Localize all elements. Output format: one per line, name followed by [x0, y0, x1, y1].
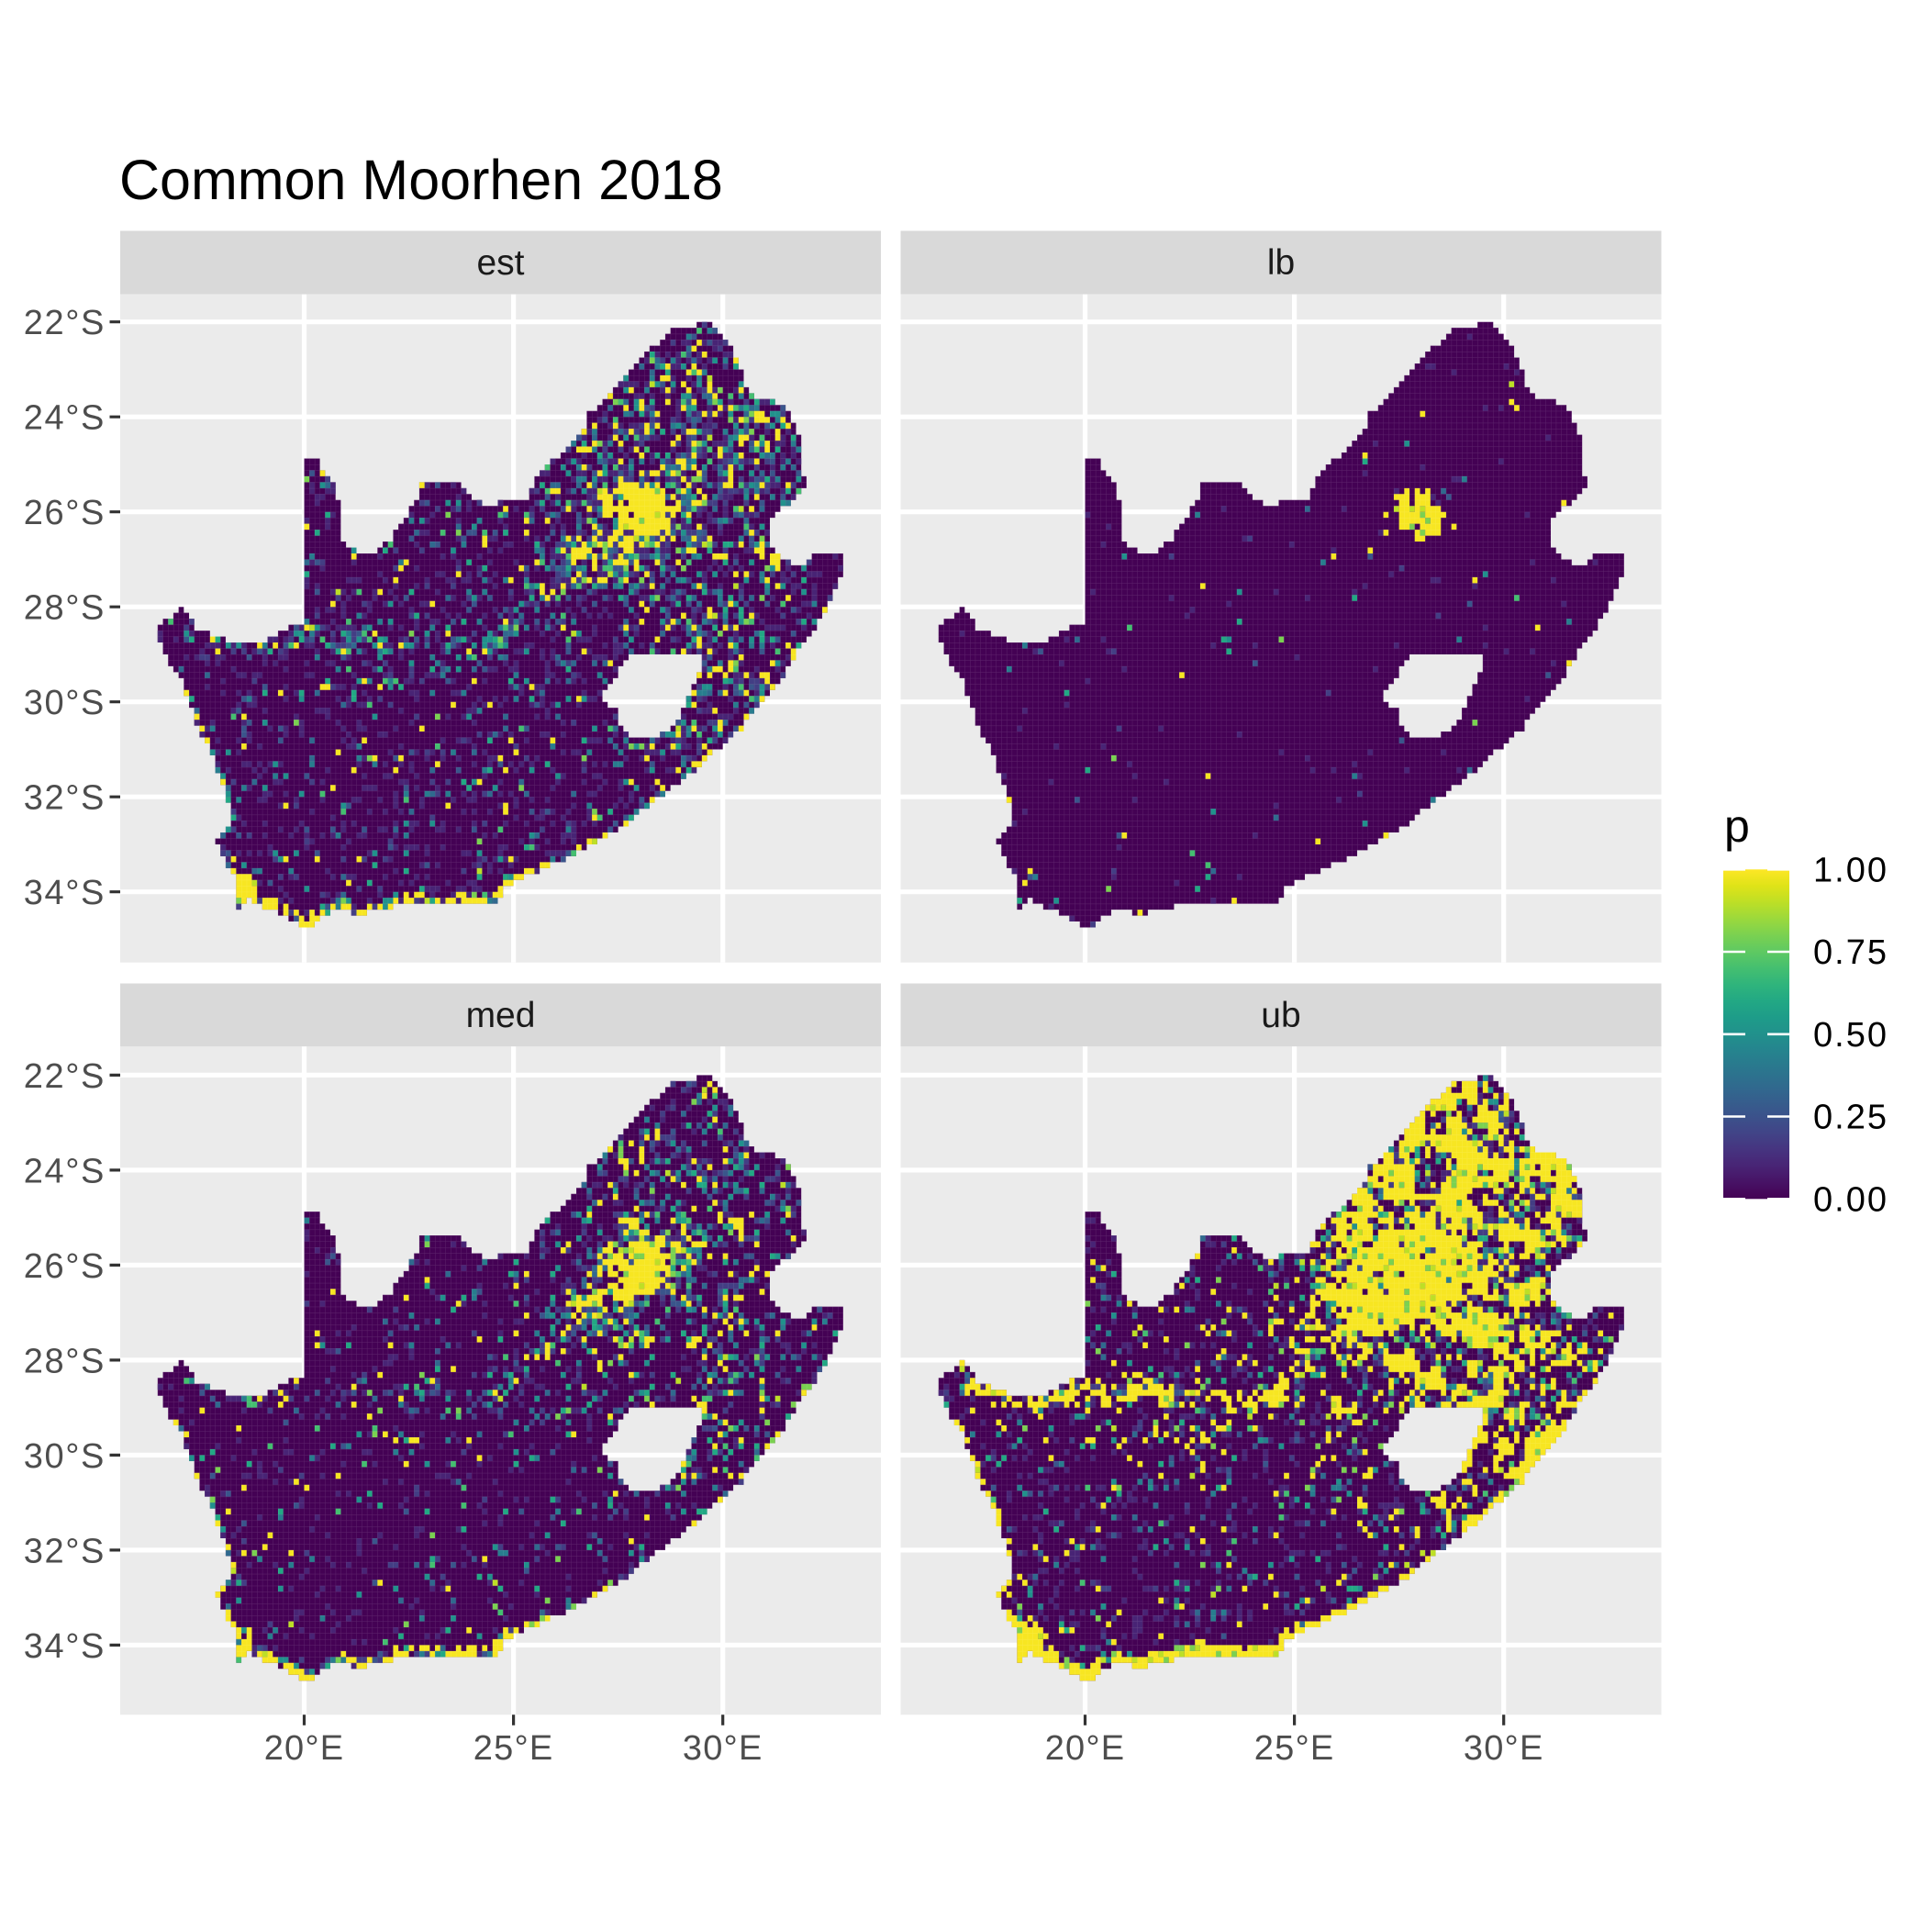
svg-text:30°S: 30°S: [24, 1437, 106, 1476]
svg-text:0.50: 0.50: [1813, 1016, 1888, 1055]
svg-text:34°S: 34°S: [24, 874, 106, 912]
svg-text:est: est: [476, 243, 524, 283]
svg-text:28°S: 28°S: [24, 589, 106, 628]
svg-text:20°E: 20°E: [1045, 1729, 1126, 1768]
svg-text:26°S: 26°S: [24, 494, 106, 532]
svg-text:26°S: 26°S: [24, 1247, 106, 1286]
svg-text:25°E: 25°E: [473, 1729, 554, 1768]
svg-text:30°E: 30°E: [683, 1729, 763, 1768]
svg-text:25°E: 25°E: [1254, 1729, 1335, 1768]
svg-text:30°S: 30°S: [24, 684, 106, 722]
svg-text:24°S: 24°S: [24, 1152, 106, 1190]
svg-text:30°E: 30°E: [1464, 1729, 1544, 1768]
svg-text:0.25: 0.25: [1813, 1099, 1888, 1137]
svg-text:0.00: 0.00: [1813, 1180, 1888, 1219]
svg-text:p: p: [1724, 800, 1750, 852]
svg-text:34°S: 34°S: [24, 1627, 106, 1666]
svg-text:0.75: 0.75: [1813, 933, 1888, 972]
svg-text:Common Moorhen 2018: Common Moorhen 2018: [119, 149, 723, 211]
svg-text:med: med: [466, 996, 536, 1035]
svg-text:24°S: 24°S: [24, 399, 106, 438]
svg-text:ub: ub: [1261, 996, 1300, 1035]
svg-text:22°S: 22°S: [24, 1057, 106, 1096]
svg-text:28°S: 28°S: [24, 1342, 106, 1380]
svg-text:32°S: 32°S: [24, 779, 106, 818]
svg-text:20°E: 20°E: [264, 1729, 345, 1768]
svg-text:lb: lb: [1267, 243, 1295, 283]
svg-text:1.00: 1.00: [1813, 851, 1888, 889]
svg-text:32°S: 32°S: [24, 1532, 106, 1570]
svg-text:22°S: 22°S: [24, 304, 106, 342]
